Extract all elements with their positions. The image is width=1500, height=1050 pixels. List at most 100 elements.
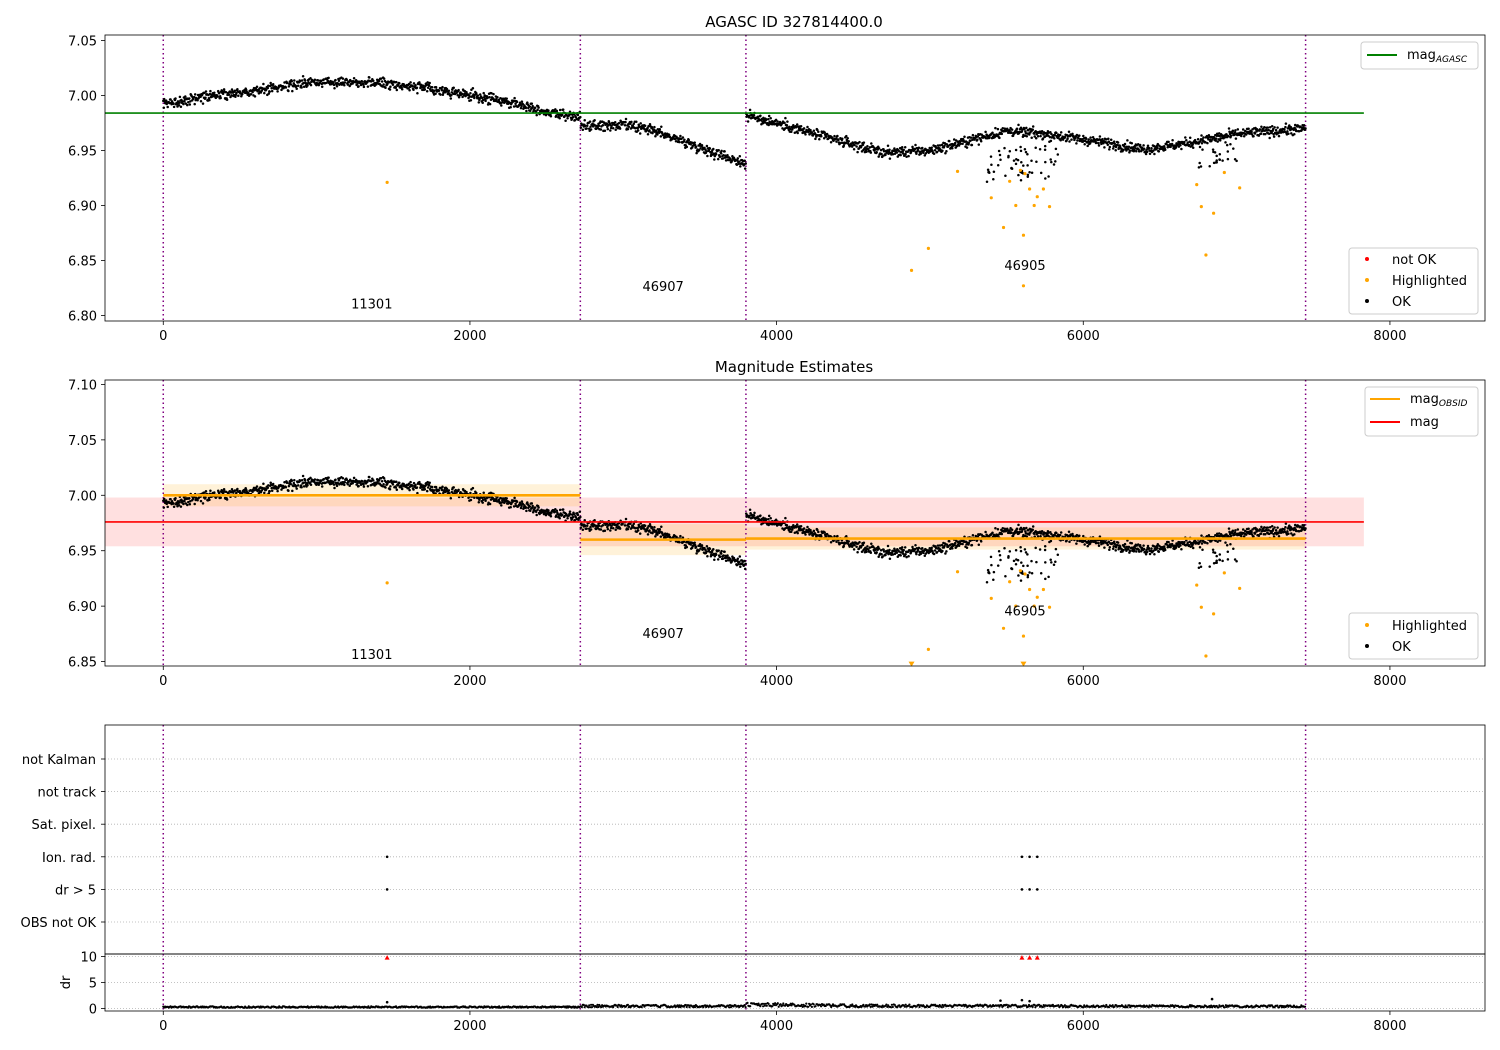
mid-ok-point xyxy=(400,485,403,489)
top-ok-point xyxy=(893,152,897,155)
mid-ok-point xyxy=(528,505,532,508)
mid-ok-point xyxy=(561,508,565,511)
mid-ok-point xyxy=(1167,540,1170,544)
mid-ok-point xyxy=(856,551,859,554)
top-ok-point xyxy=(1233,131,1237,134)
flags-category-label: not track xyxy=(37,786,96,801)
mid-ok-point xyxy=(1214,561,1218,565)
top-ok-point xyxy=(443,89,446,92)
top-xtick-label: 4000 xyxy=(760,329,793,344)
top-obsid-label: 46907 xyxy=(642,280,683,295)
top-ok-point xyxy=(412,88,415,91)
top-ok-point xyxy=(979,139,983,143)
top-ok-point xyxy=(368,76,371,79)
mid-ok-point xyxy=(806,525,809,529)
top-ok-point xyxy=(1025,126,1028,130)
top-ok-point xyxy=(1180,147,1183,151)
top-ok-point xyxy=(858,140,861,144)
top-ok-point xyxy=(513,96,516,100)
mid-ok-point xyxy=(712,547,715,551)
top-ok-point xyxy=(357,85,360,88)
top-ok-point xyxy=(659,135,663,138)
mid-ok-point xyxy=(1218,558,1221,562)
mid-ok-point xyxy=(1270,524,1274,528)
mid-highlighted-point xyxy=(1047,605,1052,609)
mid-xtick-label: 0 xyxy=(159,674,167,689)
mid-ytick-label: 7.05 xyxy=(68,434,97,449)
mid-ok-point xyxy=(225,498,229,501)
top-ok-point xyxy=(1272,135,1276,138)
top-ok-point xyxy=(593,119,596,122)
top-ok-point xyxy=(746,120,750,123)
mid-ok-point xyxy=(270,486,273,490)
top-ok-point xyxy=(1058,133,1062,137)
top-ok-point xyxy=(1054,147,1058,151)
top-ok-point xyxy=(990,163,993,167)
mid-ok-point xyxy=(560,513,564,517)
mid-legend-point-label: OK xyxy=(1392,640,1411,655)
top-ok-point xyxy=(1042,133,1045,136)
mid-ok-point xyxy=(971,533,975,537)
top-ok-point xyxy=(1008,129,1011,132)
top-ok-point xyxy=(1226,150,1230,153)
mid-ok-point xyxy=(1157,550,1161,553)
mid-ok-point xyxy=(718,555,722,559)
top-ok-point xyxy=(170,100,174,103)
top-ok-point xyxy=(862,141,866,144)
mid-ok-point xyxy=(1147,546,1151,550)
mid-ok-point xyxy=(802,527,806,530)
top-ok-point xyxy=(721,157,725,160)
top-ok-point xyxy=(1218,158,1221,161)
top-ok-point xyxy=(814,133,818,136)
mid-ok-point xyxy=(1241,528,1245,531)
mid-ok-point xyxy=(1103,546,1106,549)
mid-ok-point xyxy=(395,480,398,484)
mid-ok-point xyxy=(162,506,166,509)
top-ok-point xyxy=(879,148,883,152)
mid-ok-point xyxy=(1191,546,1195,550)
mid-ok-point xyxy=(255,485,259,488)
mid-ok-point xyxy=(1180,547,1183,551)
mid-ok-point xyxy=(320,485,324,488)
mid-ok-point xyxy=(1213,551,1217,554)
mid-ok-point xyxy=(875,551,878,554)
top-ok-point xyxy=(1000,132,1004,136)
top-ok-point xyxy=(520,100,524,103)
mid-ok-point xyxy=(1273,526,1276,529)
top-ok-point xyxy=(1018,130,1021,134)
top-ok-point xyxy=(1030,171,1034,175)
top-ok-point xyxy=(1020,161,1023,164)
top-ok-point xyxy=(1228,130,1231,134)
mid-ok-point xyxy=(1054,547,1058,551)
top-ok-point xyxy=(1123,142,1127,146)
mid-ok-point xyxy=(380,479,384,483)
mid-legend-line-subscript: OBSID xyxy=(1439,399,1468,409)
top-ok-point xyxy=(478,93,482,96)
top-ok-point xyxy=(529,109,532,113)
mid-highlighted-point xyxy=(955,570,960,574)
mid-ok-point xyxy=(1031,525,1035,528)
top-ok-point xyxy=(712,147,715,151)
mid-ok-point xyxy=(418,480,421,484)
top-ok-point xyxy=(868,146,872,149)
top-ok-point xyxy=(222,88,226,91)
top-ok-point xyxy=(952,138,956,141)
top-ok-point xyxy=(597,124,601,128)
mid-highlighted-point xyxy=(385,581,389,585)
top-panel: 0 2000 4000 6000 80006.806.856.906.957.007.0… xyxy=(68,35,1486,344)
mid-ok-point xyxy=(335,484,339,488)
top-ok-point xyxy=(452,86,455,89)
mid-ok-point xyxy=(488,502,492,506)
mid-ok-point xyxy=(606,527,610,531)
top-ok-point xyxy=(1036,135,1040,138)
mid-ok-point xyxy=(1274,528,1278,532)
top-ok-point xyxy=(380,80,384,83)
mid-ok-point xyxy=(656,533,659,536)
top-ok-point xyxy=(1144,152,1148,156)
mid-ok-point xyxy=(332,480,335,484)
mid-ok-point xyxy=(524,506,528,510)
top-highlighted-point xyxy=(1023,172,1027,176)
mid-ok-point xyxy=(636,529,640,532)
top-ok-point xyxy=(1014,148,1018,152)
